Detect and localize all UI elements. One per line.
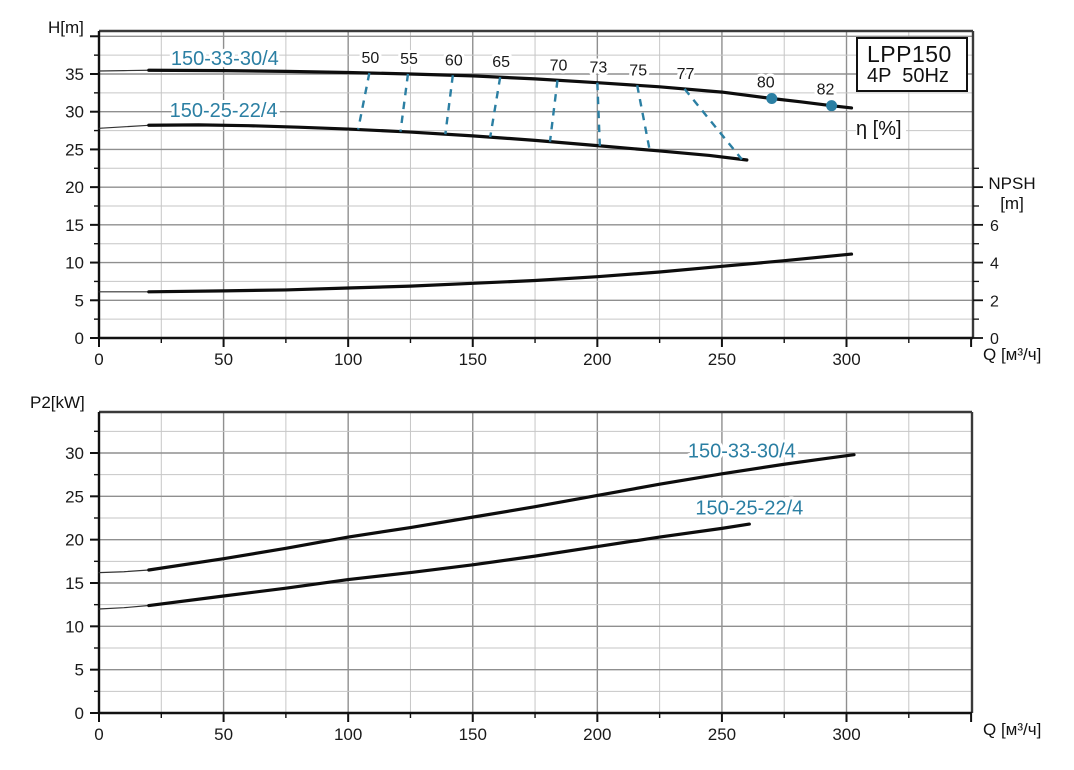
efficiency-label: 55 xyxy=(400,51,418,68)
curve-label: 150-33-30/4 xyxy=(688,440,796,462)
y-tick-label: 30 xyxy=(65,103,84,122)
y-tick-label: 20 xyxy=(65,531,84,550)
x-tick-label: 250 xyxy=(708,350,736,369)
x-tick-label: 150 xyxy=(459,725,487,744)
flow-axis-title-head: Q [м³/ч] xyxy=(983,345,1042,364)
efficiency-label: 75 xyxy=(629,62,647,79)
y-tick-label: 15 xyxy=(65,216,84,235)
x-tick-label: 250 xyxy=(708,725,736,744)
x-tick-label: 150 xyxy=(459,350,487,369)
efficiency-line xyxy=(683,88,743,161)
curve-150-33-30/4 xyxy=(147,68,854,110)
efficiency-label: 73 xyxy=(589,60,607,77)
curve-150-25-22/4 xyxy=(147,123,749,162)
efficiency-line xyxy=(489,77,502,138)
eta-point-label: 82 xyxy=(817,82,835,99)
eta-point xyxy=(826,100,838,112)
y-tick-label: 30 xyxy=(65,444,84,463)
head-capacity-chart: 0 50 100 150 200 250 300 0 5 10 15 20 25 30 35 0 2 4 6 150-… xyxy=(65,29,999,369)
y-tick-label: 5 xyxy=(75,291,84,310)
y-tick-label: 15 xyxy=(65,574,84,593)
y-tick-label: 20 xyxy=(65,178,84,197)
efficiency-line xyxy=(444,75,455,135)
y-tick-label: 0 xyxy=(75,704,84,723)
npsh-tick-label: 4 xyxy=(990,256,999,273)
curve-leadin-150-25-22/4 xyxy=(98,124,150,129)
model-name: LPP150 xyxy=(867,41,952,67)
npsh-axis-title-line2: [m] xyxy=(1000,194,1024,213)
model-title-box: LPP150 4P 50Hz xyxy=(856,37,968,92)
efficiency-label: 70 xyxy=(550,57,568,74)
x-tick-label: 300 xyxy=(832,725,860,744)
efficiency-line xyxy=(399,73,410,132)
curve-leadin-150-33-30/4 xyxy=(98,69,150,72)
efficiency-label: 77 xyxy=(677,66,695,83)
x-tick-label: 0 xyxy=(94,350,103,369)
y-tick-label: 25 xyxy=(65,140,84,159)
y-tick-label: 0 xyxy=(75,329,84,348)
x-tick-label: 50 xyxy=(214,725,233,744)
x-tick-label: 200 xyxy=(583,725,611,744)
curve-150-25-22/4 xyxy=(147,522,751,608)
curve-leadin-150-25-22/4 xyxy=(98,604,150,610)
efficiency-line xyxy=(548,80,559,142)
eta-point xyxy=(766,93,778,105)
x-tick-label: 200 xyxy=(583,350,611,369)
efficiency-label: 60 xyxy=(445,52,463,69)
npsh-axis-title: NPSH [m] xyxy=(975,174,1049,214)
efficiency-label: 65 xyxy=(492,54,510,71)
x-tick-label: 50 xyxy=(214,350,233,369)
x-tick-label: 0 xyxy=(94,725,103,744)
y-tick-label: 35 xyxy=(65,65,84,84)
x-tick-label: 100 xyxy=(334,350,362,369)
npsh-axis-title-line1: NPSH xyxy=(988,174,1036,193)
y-tick-label: 5 xyxy=(75,661,84,680)
npsh-tick-label: 0 xyxy=(990,331,999,348)
y-tick-label: 10 xyxy=(65,617,84,636)
y-tick-label: 25 xyxy=(65,487,84,506)
efficiency-line xyxy=(636,85,651,151)
curve-label: 150-33-30/4 xyxy=(171,48,279,70)
curve-label: 150-25-22/4 xyxy=(170,100,278,122)
curve-NPSH xyxy=(147,252,854,294)
npsh-tick-label: 6 xyxy=(990,218,999,235)
power-axis-title: P2[kW] xyxy=(30,393,85,412)
efficiency-line xyxy=(596,82,602,146)
efficiency-label: 50 xyxy=(361,50,379,67)
efficiency-axis-label: η [%] xyxy=(856,118,906,141)
curve-leadin-150-33-30/4 xyxy=(98,569,150,574)
power-chart: 0 50 100 150 200 250 300 0 5 10 15 20 25 30 150-33-30/… xyxy=(65,410,974,744)
head-axis-title: H[m] xyxy=(48,18,84,37)
npsh-tick-label: 2 xyxy=(990,293,999,310)
x-tick-label: 100 xyxy=(334,725,362,744)
flow-axis-title-power: Q [м³/ч] xyxy=(983,720,1042,739)
y-tick-label: 10 xyxy=(65,254,84,273)
x-tick-label: 300 xyxy=(832,350,860,369)
pole-frequency: 4P 50Hz xyxy=(867,65,949,88)
efficiency-line xyxy=(356,72,371,130)
curve-label: 150-25-22/4 xyxy=(695,498,803,520)
eta-point-label: 80 xyxy=(757,75,775,92)
curve-150-33-30/4 xyxy=(147,453,856,572)
